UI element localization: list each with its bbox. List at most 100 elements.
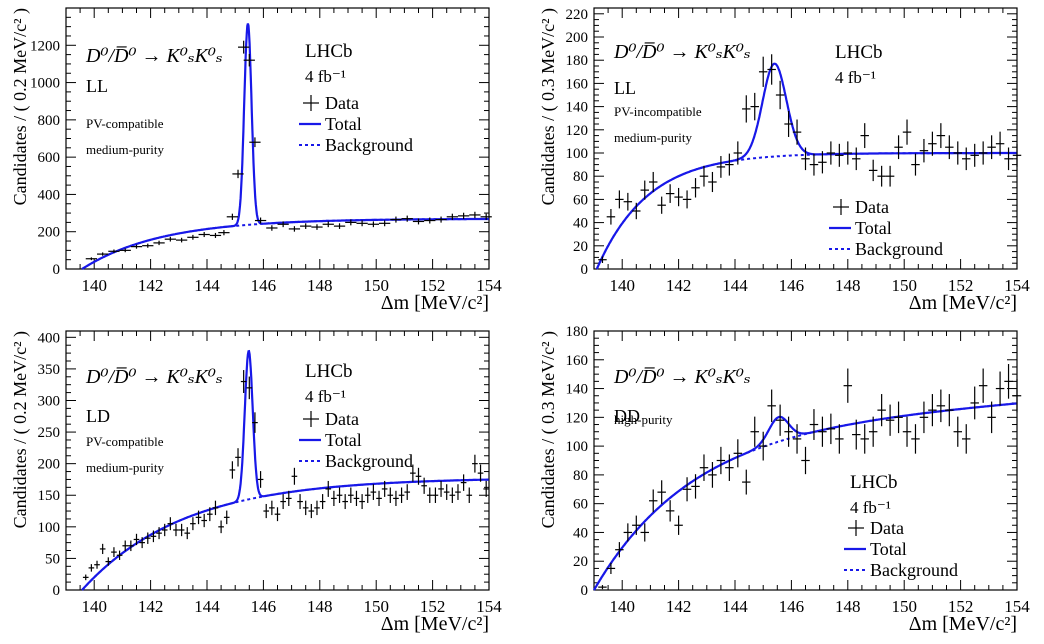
data-point bbox=[953, 141, 963, 165]
x-tick-label: 144 bbox=[722, 597, 748, 616]
data-point bbox=[750, 416, 759, 447]
data-point bbox=[457, 212, 470, 220]
data-point bbox=[648, 171, 658, 193]
x-tick-label: 152 bbox=[948, 276, 974, 295]
data-point bbox=[877, 165, 886, 187]
data-point bbox=[860, 123, 869, 149]
data-point bbox=[119, 248, 131, 253]
data-point bbox=[742, 95, 751, 123]
data-point bbox=[750, 92, 759, 121]
data-point bbox=[1004, 147, 1013, 171]
data-point bbox=[928, 394, 937, 427]
data-point bbox=[758, 56, 768, 87]
data-point bbox=[443, 484, 450, 500]
data-point bbox=[708, 462, 717, 488]
data-point bbox=[1012, 143, 1022, 167]
y-tick-label: 160 bbox=[566, 76, 589, 92]
x-tick-label: 150 bbox=[363, 276, 389, 295]
data-point bbox=[767, 54, 776, 85]
data-point bbox=[843, 141, 853, 165]
data-point bbox=[472, 454, 478, 473]
data-point bbox=[936, 389, 946, 423]
data-point bbox=[164, 236, 176, 242]
data-point bbox=[144, 532, 151, 544]
total-fit-curve bbox=[595, 62, 1017, 270]
y-tick-label: 400 bbox=[38, 330, 61, 346]
x-axis-title: Δm [MeV/c²] bbox=[381, 613, 489, 635]
x-tick-label: 144 bbox=[194, 597, 220, 616]
data-point bbox=[229, 461, 236, 479]
data-point bbox=[302, 500, 309, 516]
data-point bbox=[435, 216, 447, 223]
legend-background-label: Background bbox=[870, 560, 958, 580]
data-point bbox=[758, 431, 768, 461]
data-point bbox=[699, 165, 709, 187]
data-point bbox=[962, 424, 971, 454]
luminosity-label: 4 fb⁻¹ bbox=[305, 387, 346, 406]
background-fit-curve bbox=[81, 218, 489, 270]
data-point bbox=[1012, 379, 1022, 413]
data-point bbox=[615, 542, 624, 558]
data-point bbox=[209, 232, 222, 238]
data-point bbox=[716, 446, 726, 475]
data-point bbox=[868, 416, 878, 447]
data-point bbox=[190, 517, 196, 531]
data-point bbox=[249, 137, 261, 148]
data-point bbox=[733, 439, 743, 468]
y-axis-title: Candidates / ( 0.3 MeV/c² ) bbox=[538, 331, 559, 528]
data-point bbox=[263, 503, 270, 519]
y-tick-label: 600 bbox=[38, 150, 61, 166]
data-point bbox=[809, 153, 819, 176]
y-tick-label: 200 bbox=[38, 225, 61, 241]
data-point bbox=[987, 135, 996, 160]
data-point bbox=[331, 490, 337, 507]
data-point bbox=[333, 223, 346, 229]
panel-ll-pv-compatible: 140 142 144 146 148 150 152 154 0 200 400 600 800 100… bbox=[10, 7, 502, 314]
data-point bbox=[632, 202, 641, 220]
data-point bbox=[480, 213, 492, 220]
data-point bbox=[483, 480, 489, 497]
y-tick-label: 140 bbox=[566, 382, 589, 398]
data-point bbox=[725, 454, 734, 481]
data-point bbox=[598, 585, 607, 590]
data-point bbox=[962, 147, 971, 171]
selection-note: PV-compatible bbox=[86, 434, 164, 449]
y-tick-label: 20 bbox=[573, 239, 588, 255]
data-point bbox=[885, 165, 895, 187]
decay-label: D⁰/D̅⁰ → K⁰ₛK⁰ₛ bbox=[85, 45, 223, 67]
data-point bbox=[784, 111, 793, 137]
data-point bbox=[187, 234, 199, 240]
x-tick-label: 146 bbox=[779, 597, 805, 616]
data-point bbox=[902, 119, 912, 145]
data-point bbox=[314, 500, 320, 516]
data-point bbox=[682, 190, 692, 209]
y-tick-label: 220 bbox=[566, 7, 589, 23]
data-point bbox=[150, 530, 157, 543]
legend-background-label: Background bbox=[325, 135, 413, 155]
y-tick-label: 60 bbox=[573, 192, 588, 208]
selection-note: medium-purity bbox=[86, 460, 164, 475]
y-tick-label: 150 bbox=[38, 488, 61, 504]
x-tick-label: 140 bbox=[609, 276, 635, 295]
data-point bbox=[128, 540, 134, 552]
experiment-label: LHCb bbox=[305, 41, 353, 62]
x-tick-label: 154 bbox=[1004, 276, 1030, 295]
y-axis-title: Candidates / ( 0.3 MeV/c² ) bbox=[538, 8, 559, 205]
y-tick-label: 120 bbox=[566, 410, 589, 426]
data-point bbox=[415, 467, 422, 485]
legend-data-label: Data bbox=[325, 409, 359, 429]
data-point bbox=[970, 386, 979, 420]
data-point bbox=[902, 416, 912, 447]
data-point bbox=[894, 401, 903, 434]
data-point bbox=[623, 192, 633, 211]
data-point bbox=[398, 487, 405, 503]
luminosity-label: 4 fb⁻¹ bbox=[835, 68, 876, 87]
y-tick-label: 250 bbox=[38, 425, 61, 441]
x-tick-label: 148 bbox=[835, 597, 861, 616]
data-point bbox=[142, 243, 154, 248]
y-tick-label: 40 bbox=[573, 216, 588, 232]
data-point bbox=[238, 40, 250, 54]
x-tick-label: 140 bbox=[609, 597, 635, 616]
data-point bbox=[665, 184, 675, 203]
data-point bbox=[390, 216, 402, 223]
